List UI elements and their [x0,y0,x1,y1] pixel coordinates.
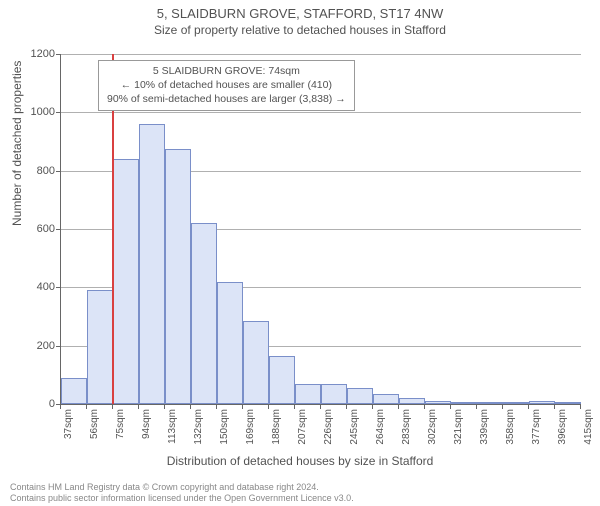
xtick-mark [554,404,555,409]
annotation-line-1: 5 SLAIDBURN GROVE: 74sqm [107,64,346,78]
histogram-bar [503,402,529,404]
plot-area: 5 SLAIDBURN GROVE: 74sqm ← 10% of detach… [60,54,580,404]
xtick-label: 169sqm [245,409,256,445]
xtick-mark [60,404,61,409]
histogram-bar [165,149,191,404]
xtick-label: 113sqm [167,409,178,444]
xtick-label: 358sqm [505,409,516,445]
xtick-mark [320,404,321,409]
ytick-label: 1200 [15,48,55,60]
histogram-bar [217,282,243,405]
xtick-label: 56sqm [89,409,100,439]
xtick-mark [216,404,217,409]
xtick-label: 339sqm [479,409,490,445]
y-axis-label: Number of detached properties [10,61,24,226]
xtick-mark [190,404,191,409]
xtick-label: 150sqm [219,409,230,445]
credit-line-2: Contains public sector information licen… [10,493,354,503]
histogram-bar [321,384,347,404]
ytick-mark [56,287,61,288]
xtick-mark [86,404,87,409]
histogram-bar [451,402,477,404]
histogram-bar [139,124,165,404]
chart-title: 5, SLAIDBURN GROVE, STAFFORD, ST17 4NW [0,6,600,21]
xtick-mark [164,404,165,409]
annotation-box: 5 SLAIDBURN GROVE: 74sqm ← 10% of detach… [98,60,355,111]
xtick-label: 377sqm [531,409,542,445]
histogram-bar [555,402,581,404]
ytick-mark [56,112,61,113]
histogram-bar [477,402,503,404]
xtick-mark [294,404,295,409]
x-axis-label: Distribution of detached houses by size … [0,454,600,468]
histogram-bar [347,388,373,404]
xtick-mark [502,404,503,409]
histogram-bar [269,356,295,404]
xtick-mark [528,404,529,409]
ytick-label: 1000 [15,106,55,118]
xtick-label: 283sqm [401,409,412,445]
xtick-mark [580,404,581,409]
histogram-bar [61,378,87,404]
xtick-label: 226sqm [323,409,334,445]
ytick-label: 800 [15,165,55,177]
xtick-label: 321sqm [453,409,464,445]
chart-subtitle: Size of property relative to detached ho… [0,23,600,37]
ytick-label: 0 [15,398,55,410]
histogram-bar [243,321,269,404]
xtick-mark [346,404,347,409]
annotation-line-3: 90% of semi-detached houses are larger (… [107,92,346,106]
xtick-label: 37sqm [63,409,74,439]
ytick-label: 200 [15,340,55,352]
xtick-label: 264sqm [375,409,386,445]
xtick-label: 396sqm [557,409,568,445]
credit-line-1: Contains HM Land Registry data © Crown c… [10,482,319,492]
histogram-bar [295,384,321,404]
xtick-mark [112,404,113,409]
histogram-bar [425,401,451,404]
xtick-mark [138,404,139,409]
xtick-label: 245sqm [349,409,360,445]
xtick-mark [450,404,451,409]
annotation-line-2: ← 10% of detached houses are smaller (41… [107,78,346,92]
xtick-mark [398,404,399,409]
ytick-mark [56,54,61,55]
ytick-mark [56,171,61,172]
histogram-bar [399,398,425,404]
chart-container: 5, SLAIDBURN GROVE, STAFFORD, ST17 4NW S… [0,6,600,506]
xtick-label: 132sqm [193,409,204,445]
xtick-label: 75sqm [115,409,126,439]
histogram-bar [529,401,555,404]
xtick-label: 207sqm [297,409,308,445]
ytick-label: 400 [15,281,55,293]
ytick-mark [56,229,61,230]
histogram-bar [373,394,399,404]
ytick-mark [56,346,61,347]
xtick-mark [242,404,243,409]
xtick-label: 302sqm [427,409,438,445]
xtick-mark [424,404,425,409]
ytick-label: 600 [15,223,55,235]
gridline [61,54,581,55]
xtick-label: 188sqm [271,409,282,445]
xtick-label: 415sqm [583,409,594,445]
xtick-mark [372,404,373,409]
gridline [61,112,581,113]
histogram-bar [113,159,139,404]
histogram-bar [87,290,113,404]
xtick-label: 94sqm [141,409,152,439]
histogram-bar [191,223,217,404]
xtick-mark [476,404,477,409]
xtick-mark [268,404,269,409]
